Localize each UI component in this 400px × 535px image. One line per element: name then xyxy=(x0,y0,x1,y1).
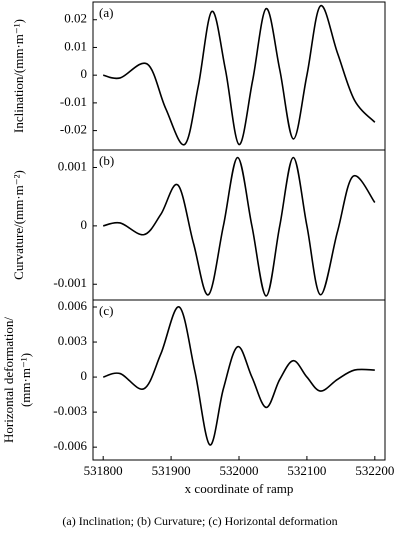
x-tick-label: 531800 xyxy=(84,463,123,478)
y-tick-label: 0 xyxy=(81,66,88,81)
y-tick-label: -0.02 xyxy=(60,122,87,137)
y-tick-label: -0.006 xyxy=(53,438,87,453)
y-axis-label: Horizontal deformation/ xyxy=(1,317,16,443)
y-tick-label: 0.01 xyxy=(64,38,87,53)
panel-label: (b) xyxy=(99,153,114,168)
panel-frame xyxy=(92,1,386,151)
panel-label: (a) xyxy=(99,5,113,20)
x-tick-label: 532000 xyxy=(220,463,259,478)
y-tick-label: 0 xyxy=(81,217,88,232)
caption: (a) Inclination; (b) Curvature; (c) Hori… xyxy=(62,514,337,528)
data-line xyxy=(102,156,376,297)
y-tick-label: 0.006 xyxy=(58,298,88,313)
y-tick-label: -0.001 xyxy=(53,275,87,290)
y-tick-label: -0.01 xyxy=(60,94,87,109)
y-tick-label: -0.003 xyxy=(53,403,87,418)
panel-frame xyxy=(92,149,386,301)
y-tick-label: 0 xyxy=(81,368,88,383)
y-tick-label: 0.02 xyxy=(64,11,87,26)
panel-label: (c) xyxy=(99,303,113,318)
y-tick-label: 0.003 xyxy=(58,333,87,348)
x-tick-label: 531900 xyxy=(152,463,191,478)
y-axis-label: (mm·m⁻¹) xyxy=(18,353,33,407)
x-tick-label: 532200 xyxy=(355,463,394,478)
x-tick-label: 532100 xyxy=(287,463,326,478)
data-line xyxy=(102,5,376,146)
data-line xyxy=(102,306,375,446)
y-axis-label: Inclination/(mm·m⁻¹) xyxy=(11,19,26,133)
y-axis-label: Curvature/(mm·m⁻²) xyxy=(11,170,26,280)
x-axis-label: x coordinate of ramp xyxy=(185,481,294,496)
y-tick-label: 0.001 xyxy=(58,158,87,173)
panel-frame xyxy=(92,299,386,461)
